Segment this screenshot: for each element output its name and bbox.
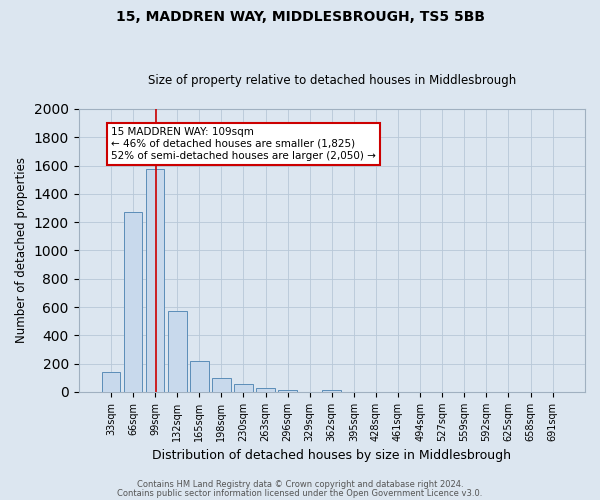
X-axis label: Distribution of detached houses by size in Middlesbrough: Distribution of detached houses by size …: [152, 450, 511, 462]
Y-axis label: Number of detached properties: Number of detached properties: [15, 158, 28, 344]
Bar: [278, 390, 297, 392]
Title: Size of property relative to detached houses in Middlesbrough: Size of property relative to detached ho…: [148, 74, 516, 87]
Bar: [212, 378, 231, 392]
Text: Contains public sector information licensed under the Open Government Licence v3: Contains public sector information licen…: [118, 488, 482, 498]
Bar: [234, 384, 253, 392]
Bar: [322, 390, 341, 392]
Bar: [124, 212, 142, 392]
Text: Contains HM Land Registry data © Crown copyright and database right 2024.: Contains HM Land Registry data © Crown c…: [137, 480, 463, 489]
Bar: [168, 312, 187, 392]
Bar: [146, 169, 164, 392]
Bar: [190, 361, 209, 392]
Text: 15, MADDREN WAY, MIDDLESBROUGH, TS5 5BB: 15, MADDREN WAY, MIDDLESBROUGH, TS5 5BB: [115, 10, 485, 24]
Text: 15 MADDREN WAY: 109sqm
← 46% of detached houses are smaller (1,825)
52% of semi-: 15 MADDREN WAY: 109sqm ← 46% of detached…: [111, 128, 376, 160]
Bar: [256, 388, 275, 392]
Bar: [101, 372, 121, 392]
